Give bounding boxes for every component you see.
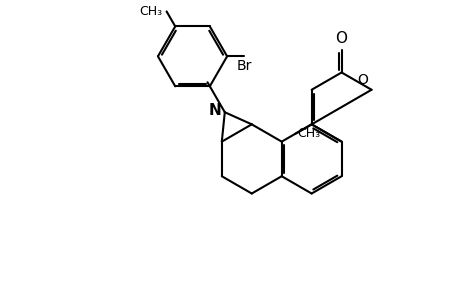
Text: O: O [357, 74, 367, 87]
Text: CH₃: CH₃ [140, 5, 162, 18]
Text: Br: Br [236, 59, 252, 73]
Text: CH₃: CH₃ [297, 128, 320, 140]
Text: O: O [335, 31, 347, 46]
Text: N: N [208, 103, 220, 118]
